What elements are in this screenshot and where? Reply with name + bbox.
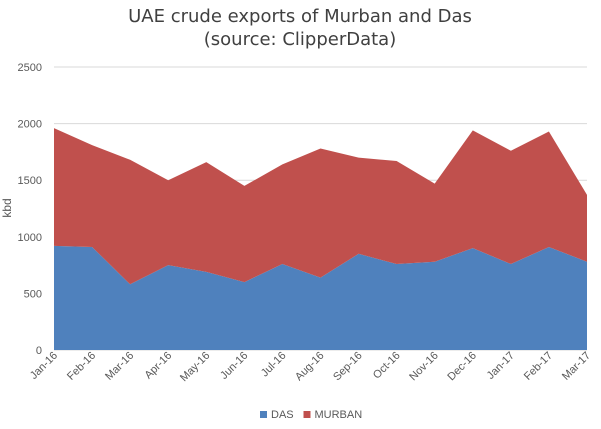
x-tick-label: Mar-17 xyxy=(560,350,593,383)
y-tick-label: 1000 xyxy=(18,232,42,244)
y-tick-label: 2500 xyxy=(18,62,42,74)
x-tick-label: Apr-16 xyxy=(142,350,174,382)
legend-swatch-das xyxy=(260,411,267,418)
y-tick-label: 1500 xyxy=(18,175,42,187)
series-areas xyxy=(54,128,587,350)
x-tick-label: Feb-16 xyxy=(65,350,98,383)
y-tick-label: 500 xyxy=(24,288,42,300)
y-axis-ticks: 0 500 1000 1500 2000 2500 xyxy=(18,62,42,357)
area-series-murban xyxy=(54,128,587,285)
x-tick-label: Mar-16 xyxy=(103,350,136,383)
x-tick-label: Jan-17 xyxy=(485,350,517,382)
x-tick-label: Feb-17 xyxy=(522,350,555,383)
y-tick-label: 0 xyxy=(36,345,42,357)
legend: DAS MURBAN xyxy=(260,409,362,421)
x-tick-label: May-16 xyxy=(178,350,212,384)
area-series-das xyxy=(54,245,587,350)
x-tick-label: Nov-16 xyxy=(407,350,441,384)
x-tick-label: Oct-16 xyxy=(371,350,403,382)
x-tick-label: Dec-16 xyxy=(445,350,479,384)
x-tick-label: Sep-16 xyxy=(331,350,365,384)
legend-swatch-murban xyxy=(303,411,311,418)
y-axis-title: kbd xyxy=(0,198,14,217)
x-tick-label: Jan-16 xyxy=(28,350,60,382)
chart-subtitle: (source: ClipperData) xyxy=(204,29,396,50)
x-tick-label: Jun-16 xyxy=(218,350,250,382)
y-tick-label: 2000 xyxy=(18,119,42,131)
legend-label-murban: MURBAN xyxy=(315,409,363,421)
chart-title: UAE crude exports of Murban and Das xyxy=(128,6,472,27)
x-tick-label: Aug-16 xyxy=(293,350,327,384)
legend-label-das: DAS xyxy=(271,409,294,421)
x-tick-label: Jul-16 xyxy=(259,350,289,380)
x-axis-ticks: Jan-16 Feb-16 Mar-16 Apr-16 May-16 Jun-16 Jul-… xyxy=(28,350,593,384)
